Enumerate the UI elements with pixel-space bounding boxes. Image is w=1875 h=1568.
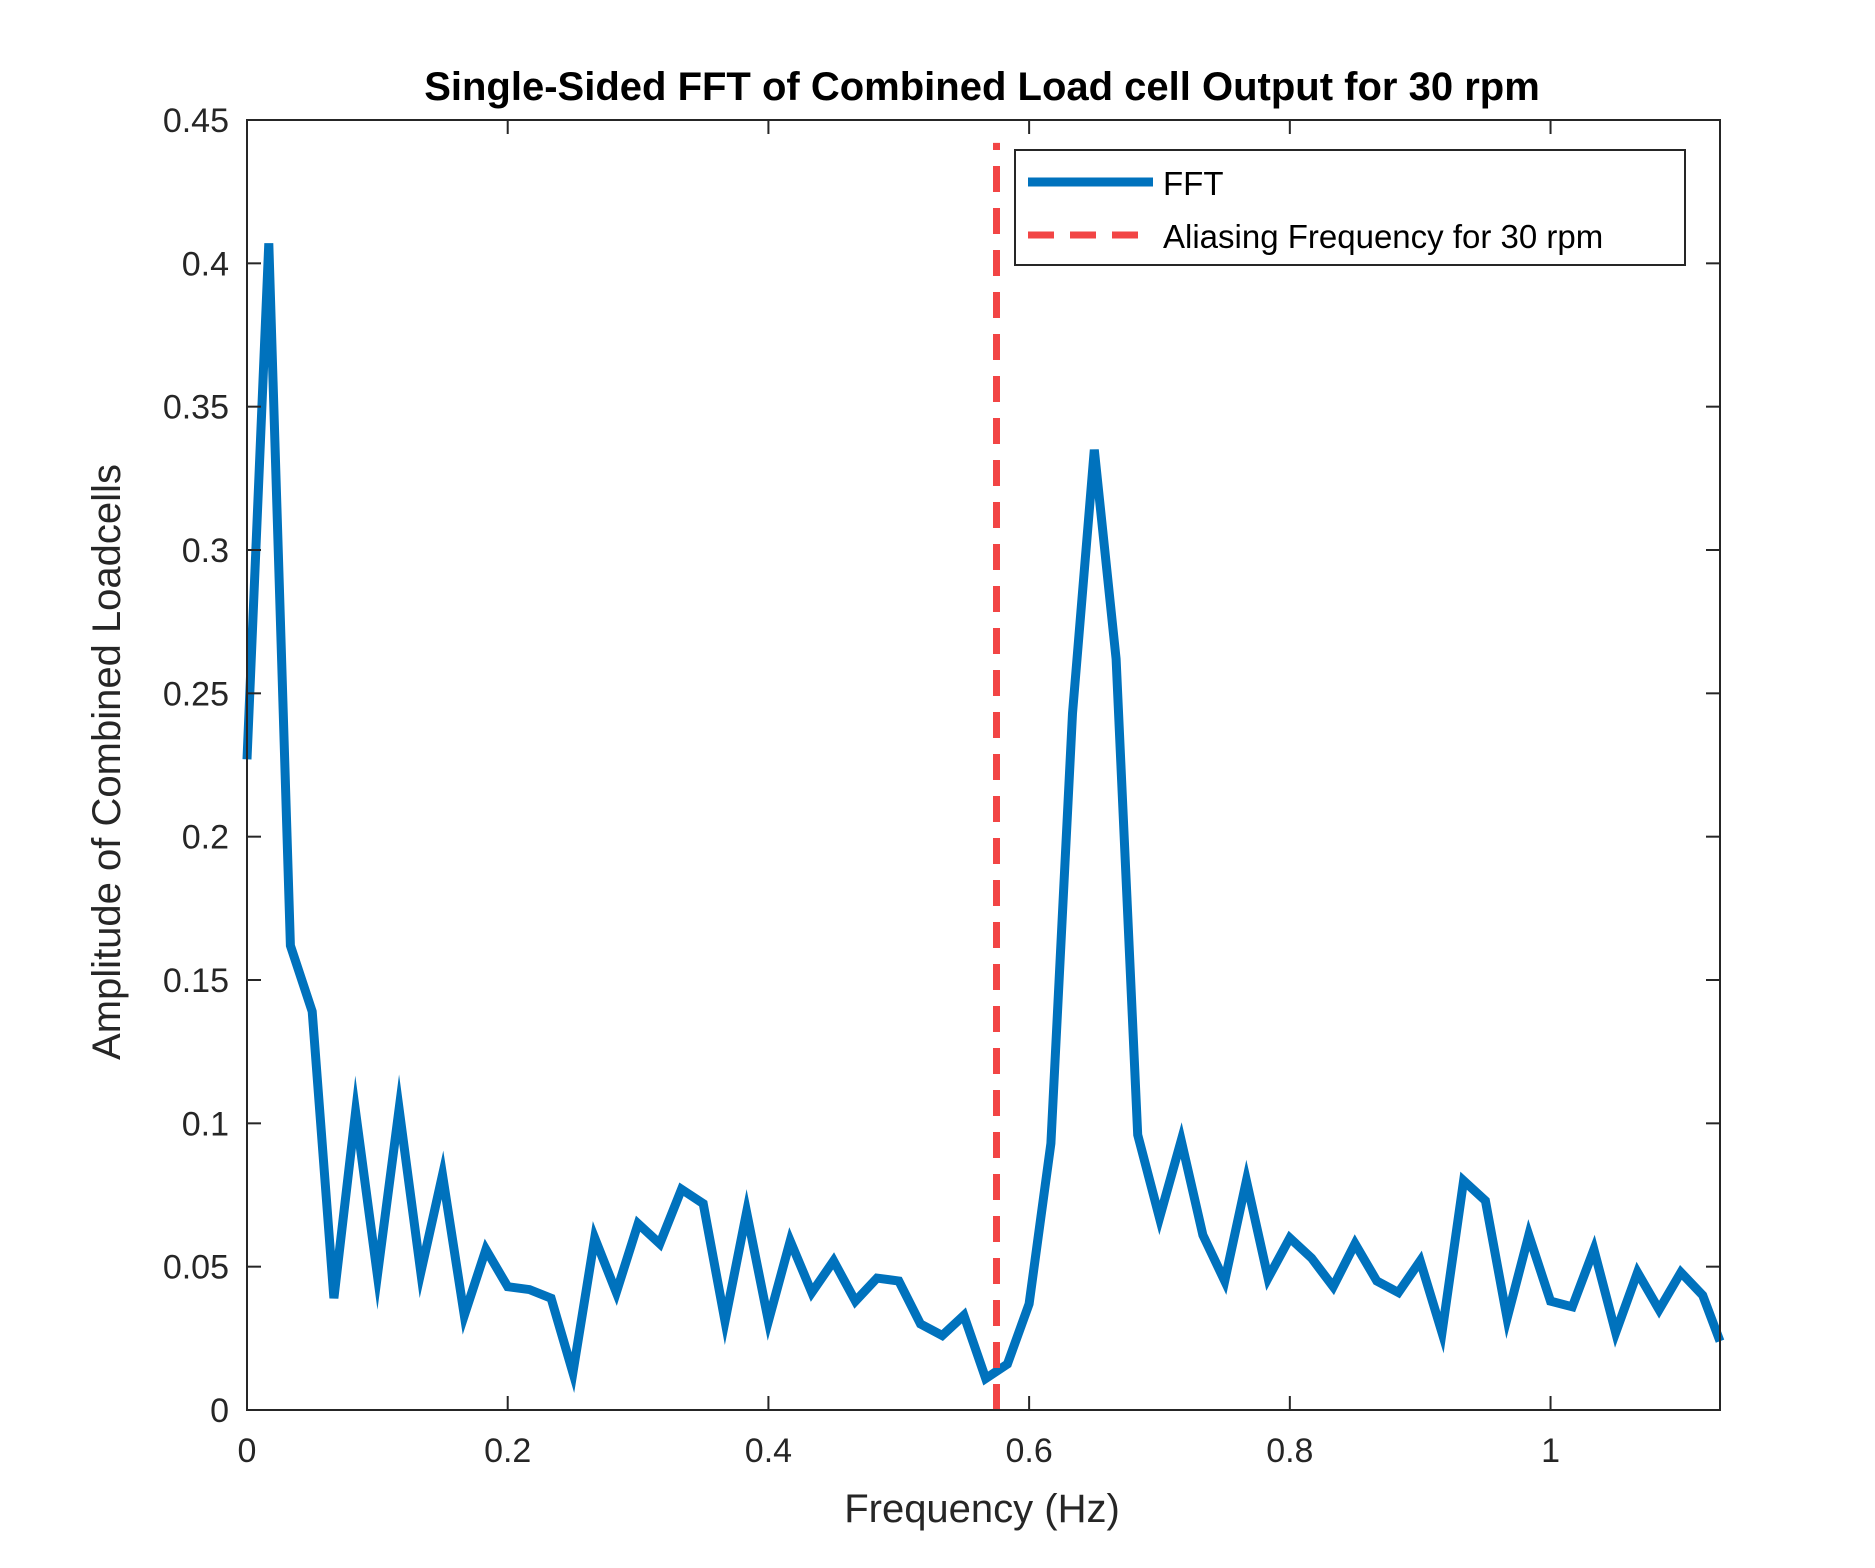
x-tick-label: 0.2 [484, 1432, 531, 1470]
x-tick-label: 0.4 [745, 1432, 792, 1470]
y-tick-label: 0.2 [182, 819, 229, 857]
fft-series-line [242, 243, 1725, 1394]
x-tick-label: 0.6 [1005, 1432, 1052, 1470]
y-tick-label: 0.35 [163, 389, 229, 427]
y-tick-label: 0.15 [163, 962, 229, 1000]
y-tick-label: 0.25 [163, 675, 229, 713]
x-tick-label: 0.8 [1266, 1432, 1313, 1470]
legend-box [1014, 149, 1686, 266]
legend: FFT Aliasing Frequency for 30 rpm [1014, 149, 1686, 266]
y-axis-label: Amplitude of Combined Loadcells [85, 464, 129, 1060]
legend-label-aliasing-frequency: Aliasing Frequency for 30 rpm [1163, 218, 1603, 255]
y-tick-label: 0 [210, 1392, 229, 1430]
y-tick-label: 0.1 [182, 1105, 229, 1143]
y-tick-label: 0.05 [163, 1249, 229, 1287]
y-tick-label: 0.45 [163, 102, 229, 140]
y-tick-label: 0.4 [182, 245, 229, 283]
x-tick-label: 1 [1541, 1432, 1560, 1470]
x-axis-label: Frequency (Hz) [844, 1487, 1120, 1531]
axes-box [246, 119, 1721, 1411]
chart-title: Single-Sided FFT of Combined Load cell O… [424, 65, 1540, 109]
legend-label-fft: FFT [1163, 165, 1223, 202]
x-tick-label: 0 [238, 1432, 257, 1470]
y-tick-label: 0.3 [182, 532, 229, 570]
plot-area: 0 0.2 0.4 0.6 0.8 1 0 0.05 0.1 0.15 0.2 0.25 0.3 0.35… [163, 102, 1725, 1470]
